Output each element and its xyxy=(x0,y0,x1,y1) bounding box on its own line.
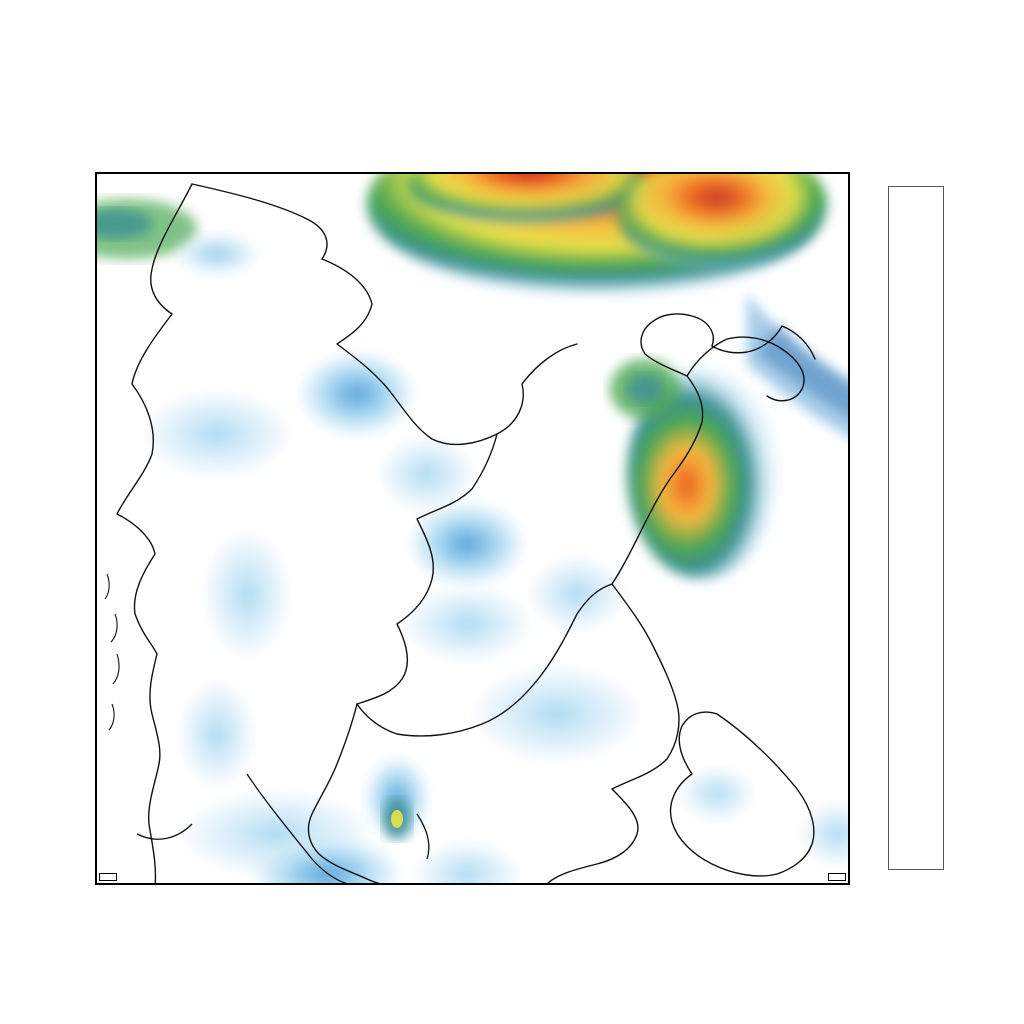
map-svg xyxy=(97,174,850,885)
map-plot-area xyxy=(95,172,850,885)
experimental-tag-label xyxy=(828,873,846,881)
colorbar-labels xyxy=(950,186,1024,870)
model-tag-label xyxy=(99,873,117,881)
colorbar[interactable] xyxy=(888,186,944,870)
